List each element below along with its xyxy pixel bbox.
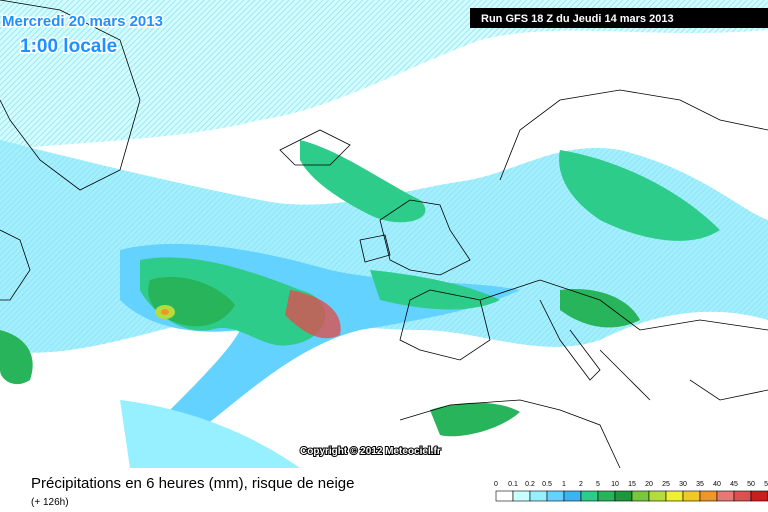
legend-swatch [665, 490, 684, 502]
legend-label: 10 [611, 481, 619, 488]
legend-label: 0.2 [525, 481, 535, 488]
legend-label: 25 [662, 481, 670, 488]
map-time: 1:00 locale [20, 36, 117, 57]
map-date: Mercredi 20 mars 2013 [2, 13, 163, 30]
legend-label: 0.1 [508, 481, 518, 488]
run-info: Run GFS 18 Z du Jeudi 14 mars 2013 [481, 13, 674, 25]
legend-swatch [682, 490, 701, 502]
footer-strip [0, 468, 768, 512]
legend-swatch [631, 490, 650, 502]
legend-label: 45 [730, 481, 738, 488]
legend-swatch [563, 490, 582, 502]
legend-swatch [750, 490, 768, 502]
legend-label: 40 [713, 481, 721, 488]
legend-label: 0 [494, 481, 498, 488]
legend-label: 2 [579, 481, 583, 488]
legend-label: 50 [747, 481, 755, 488]
legend-swatch [529, 490, 548, 502]
legend-label: 0.5 [542, 481, 552, 488]
legend-swatch [597, 490, 616, 502]
legend-swatch [614, 490, 633, 502]
legend-label: 20 [645, 481, 653, 488]
legend-label: 15 [628, 481, 636, 488]
legend-swatch [495, 490, 514, 502]
precipitation [0, 0, 768, 468]
legend-label: 1 [562, 481, 566, 488]
footer-title: Précipitations en 6 heures (mm), risque … [31, 475, 355, 492]
legend-swatch [733, 490, 752, 502]
legend-swatch [546, 490, 565, 502]
run-box [470, 8, 768, 28]
legend: 00.10.20.512510152025303540455055 [494, 481, 768, 502]
legend-label: 5 [596, 481, 600, 488]
legend-swatch [580, 490, 599, 502]
footer-lead: (+ 126h) [31, 497, 69, 508]
legend-swatch [648, 490, 667, 502]
legend-swatch [699, 490, 718, 502]
coastlines [0, 0, 768, 469]
copyright: Copyright © 2012 Meteociel.fr [300, 446, 441, 457]
legend-label: 30 [679, 481, 687, 488]
legend-swatch [512, 490, 531, 502]
legend-swatch [716, 490, 735, 502]
legend-label: 55 [764, 481, 768, 488]
legend-label: 35 [696, 481, 704, 488]
